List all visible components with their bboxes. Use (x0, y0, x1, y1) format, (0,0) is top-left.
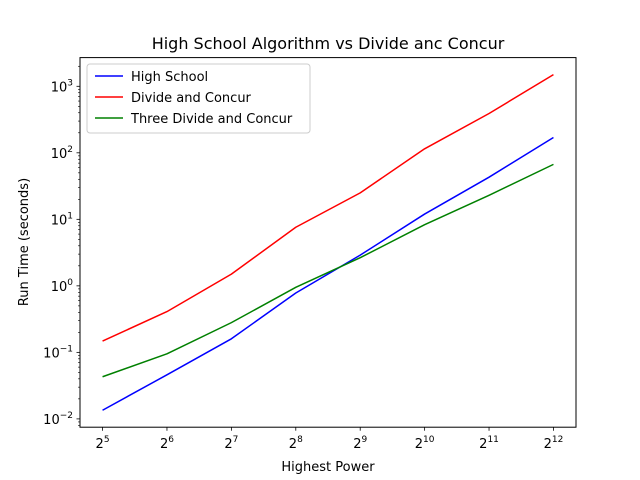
y-tick-label-exponent: 3 (67, 78, 73, 88)
series-lines (102, 73, 554, 411)
x-tick-label-base: 2 (160, 437, 168, 452)
x-tick-label-base: 2 (544, 437, 552, 452)
y-tick-label: 100 (51, 278, 74, 295)
x-tick-label-exponent: 11 (487, 435, 498, 445)
y-tick-label-exponent: −2 (60, 411, 73, 421)
x-tick-label-base: 2 (479, 437, 487, 452)
x-axis: 25 26 27 28 29 210 211 212 (96, 427, 564, 452)
x-tick-label-exponent: 12 (552, 435, 563, 445)
series-line-2 (102, 163, 554, 378)
y-tick-label-base: 10 (51, 213, 68, 228)
x-tick-label: 210 (415, 435, 435, 452)
y-tick-label-exponent: 1 (67, 211, 73, 221)
x-tick-label: 211 (479, 435, 499, 452)
legend-entry-label: Three Divide and Concur (130, 112, 293, 127)
x-tick-label: 27 (224, 435, 238, 452)
legend-entry-label: Divide and Concur (131, 91, 252, 106)
legend-entry-label: High School (131, 70, 208, 85)
x-axis-label: Highest Power (281, 460, 375, 475)
y-tick-label: 102 (51, 145, 73, 162)
x-tick-label: 29 (353, 435, 367, 452)
y-tick-label: 10−2 (43, 411, 73, 428)
y-tick-label: 101 (51, 211, 73, 228)
y-tick-label-base: 10 (51, 147, 68, 162)
y-tick-label-exponent: 0 (67, 278, 73, 288)
x-tick-label-exponent: 7 (233, 435, 239, 445)
x-tick-label-exponent: 5 (104, 435, 110, 445)
x-tick-label-exponent: 6 (168, 435, 174, 445)
x-tick-label-exponent: 8 (297, 435, 303, 445)
legend: High School Divide and Concur Three Divide… (86, 63, 311, 134)
x-tick-label: 212 (544, 435, 564, 452)
y-tick-label: 10−1 (43, 344, 73, 361)
x-tick-label-exponent: 10 (423, 435, 435, 445)
y-tick-label-base: 10 (43, 413, 60, 428)
x-tick-label-base: 2 (353, 437, 361, 452)
y-tick-label-base: 10 (51, 280, 68, 295)
x-tick-label-base: 2 (224, 437, 232, 452)
y-tick-label-base: 10 (51, 80, 68, 95)
legend-box (86, 63, 311, 134)
x-tick-label: 25 (96, 435, 110, 452)
y-tick-label: 103 (51, 78, 73, 95)
x-tick-label-base: 2 (289, 437, 297, 452)
series-line-1 (102, 73, 554, 342)
y-tick-label-base: 10 (43, 346, 60, 361)
x-tick-label-base: 2 (96, 437, 104, 452)
plot-area (79, 57, 577, 428)
x-tick-label: 26 (160, 435, 174, 452)
y-tick-label-exponent: −1 (60, 344, 73, 354)
x-tick-label: 28 (289, 435, 303, 452)
y-axis-label: Run Time (seconds) (17, 178, 32, 306)
series-line-0 (102, 136, 554, 411)
y-tick-label-exponent: 2 (67, 145, 73, 155)
x-tick-label-exponent: 9 (361, 435, 367, 445)
x-tick-label-base: 2 (415, 437, 423, 452)
chart-title: High School Algorithm vs Divide anc Conc… (152, 34, 505, 53)
